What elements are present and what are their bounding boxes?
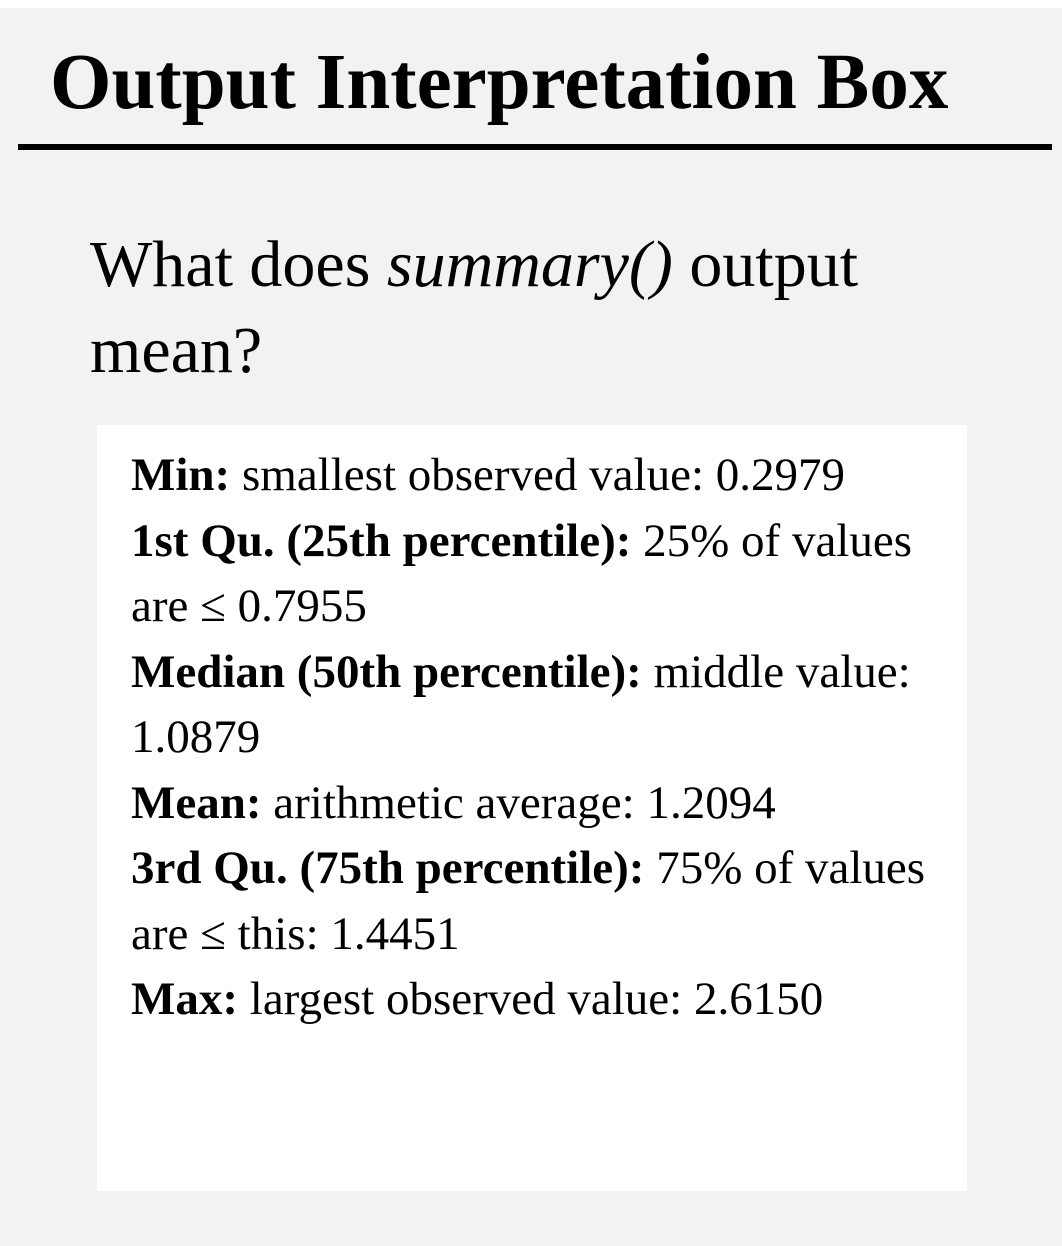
definition-term: 3rd Qu. (75th percentile): — [131, 842, 645, 894]
definition-max: Max: largest observed value: 2.6150 — [131, 967, 951, 1033]
definition-mean: Mean: arithmetic average: 1.2094 — [131, 771, 951, 837]
definition-description: largest observed value: 2.6150 — [238, 973, 824, 1025]
output-interpretation-panel: Output Interpretation Box What does summ… — [0, 8, 1062, 1246]
definition-term: Median (50th percentile): — [131, 645, 642, 698]
definition-term: Mean: — [131, 776, 262, 829]
definition-description: smallest observed value: 0.2979 — [230, 449, 846, 501]
box-title: Output Interpretation Box — [50, 39, 949, 126]
definition-description: 25% of values are ≤ 0.7955 — [131, 514, 913, 633]
function-name: summary() — [386, 228, 673, 301]
definition-description: arithmetic average: 1.2094 — [261, 776, 776, 829]
definition-min: Min: smallest observed value: 0.2979 — [131, 443, 951, 509]
question-text: What does summary() output mean? — [90, 222, 990, 394]
definition-term: Min: — [131, 449, 231, 501]
definition-third-quartile: 3rd Qu. (75th percentile): 75% of values… — [131, 836, 951, 967]
definition-median: Median (50th percentile): middle value: … — [131, 640, 951, 771]
definition-description: 75% of values are ≤ this: 1.4451 — [131, 842, 926, 960]
definitions-list: Min: smallest observed value: 0.2979 1st… — [131, 443, 951, 1033]
definition-first-quartile: 1st Qu. (25th percentile): 25% of values… — [131, 509, 951, 640]
definition-term: 1st Qu. (25th percentile): — [131, 514, 632, 567]
definition-description: middle value: 1.0879 — [131, 645, 911, 764]
title-divider — [18, 144, 1052, 150]
definitions-box: Min: smallest observed value: 0.2979 1st… — [97, 425, 967, 1191]
question-prefix: What does — [90, 228, 387, 301]
question-suffix: output mean? — [90, 228, 859, 387]
definition-term: Max: — [131, 973, 239, 1025]
